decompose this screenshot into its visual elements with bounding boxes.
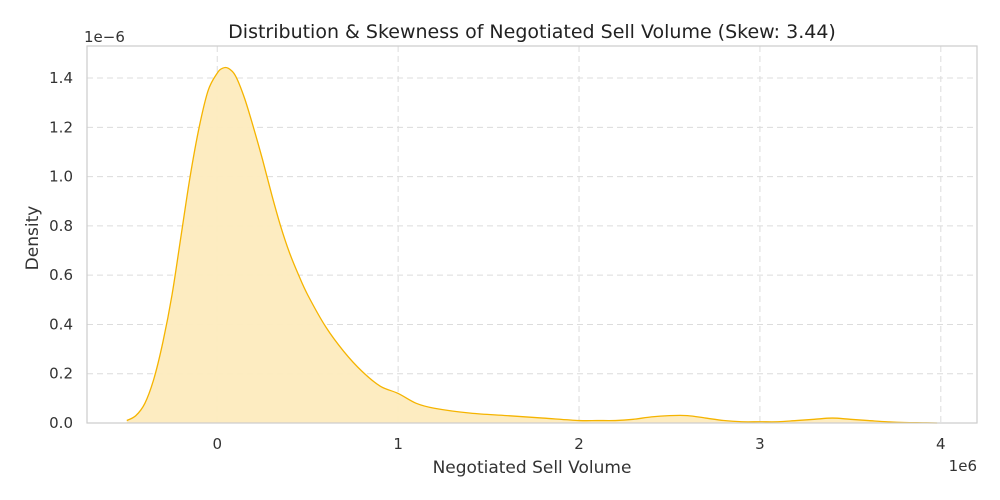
x-tick-label: 1: [393, 435, 403, 453]
density-curve-line: [126, 66, 938, 424]
y-tick-label: 0.4: [49, 315, 73, 333]
grid-layer: [87, 46, 977, 424]
y-offset-label: 1e−6: [84, 28, 125, 46]
y-tick-label: 1.4: [49, 69, 73, 87]
y-tick-label: 1.0: [49, 168, 73, 186]
x-axis-label: Negotiated Sell Volume: [433, 458, 632, 478]
y-tick-label: 0.2: [49, 365, 73, 383]
y-tick-label: 0.8: [49, 217, 73, 235]
plot-frame: [86, 45, 978, 424]
y-axis-label: Density: [23, 206, 43, 271]
x-tick-label: 3: [755, 435, 765, 453]
x-tick-label: 4: [936, 435, 946, 453]
y-tick-label: 0.6: [49, 266, 73, 284]
x-offset-label: 1e6: [949, 457, 977, 475]
x-axis-ticks: 0 1 2 3 4: [212, 435, 945, 453]
chart-title: Distribution & Skewness of Negotiated Se…: [228, 21, 836, 43]
density-area-fill: [126, 67, 938, 424]
y-axis-ticks: 0.0 0.2 0.4 0.6 0.8 1.0 1.2 1.4: [49, 69, 73, 432]
x-tick-label: 0: [212, 435, 222, 453]
y-tick-label: 1.2: [49, 118, 73, 136]
x-tick-label: 2: [574, 435, 584, 453]
y-tick-label: 0.0: [49, 414, 73, 432]
